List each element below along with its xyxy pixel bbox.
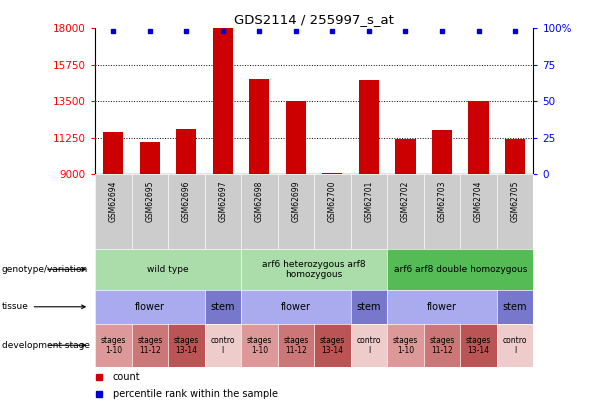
- Text: stages
1-10: stages 1-10: [246, 336, 272, 355]
- Text: stages
11-12: stages 11-12: [137, 336, 162, 355]
- Text: development stage: development stage: [2, 341, 90, 350]
- Text: contro
l: contro l: [503, 336, 527, 355]
- Text: flower: flower: [281, 302, 311, 312]
- Text: GSM62694: GSM62694: [109, 180, 118, 222]
- Text: wild type: wild type: [147, 265, 189, 274]
- Text: tissue: tissue: [2, 302, 85, 311]
- Text: flower: flower: [135, 302, 165, 312]
- Text: GSM62698: GSM62698: [255, 180, 264, 222]
- Text: GSM62696: GSM62696: [182, 180, 191, 222]
- Text: GSM62705: GSM62705: [511, 180, 520, 222]
- Bar: [359, 80, 379, 174]
- Text: stages
1-10: stages 1-10: [393, 336, 418, 355]
- Text: GSM62699: GSM62699: [291, 180, 300, 222]
- Text: stem: stem: [211, 302, 235, 312]
- Text: flower: flower: [427, 302, 457, 312]
- Text: arf6 arf8 double homozygous: arf6 arf8 double homozygous: [394, 265, 527, 274]
- Text: stages
13-14: stages 13-14: [173, 336, 199, 355]
- Text: stages
11-12: stages 11-12: [283, 336, 308, 355]
- Text: GSM62697: GSM62697: [218, 180, 227, 222]
- Text: genotype/variation: genotype/variation: [2, 265, 88, 274]
- Bar: [249, 79, 270, 174]
- Text: count: count: [113, 373, 140, 382]
- Text: stages
13-14: stages 13-14: [320, 336, 345, 355]
- Text: contro
l: contro l: [211, 336, 235, 355]
- Bar: [177, 129, 196, 174]
- Text: GSM62704: GSM62704: [474, 180, 483, 222]
- Text: arf6 heterozygous arf8
homozygous: arf6 heterozygous arf8 homozygous: [262, 260, 366, 279]
- Text: stem: stem: [503, 302, 527, 312]
- Bar: [103, 132, 123, 174]
- Text: GSM62701: GSM62701: [365, 180, 373, 222]
- Text: GSM62703: GSM62703: [438, 180, 446, 222]
- Title: GDS2114 / 255997_s_at: GDS2114 / 255997_s_at: [234, 13, 394, 26]
- Text: stages
1-10: stages 1-10: [101, 336, 126, 355]
- Text: percentile rank within the sample: percentile rank within the sample: [113, 389, 278, 399]
- Bar: [468, 101, 489, 174]
- Bar: [286, 101, 306, 174]
- Bar: [140, 142, 160, 174]
- Text: stem: stem: [357, 302, 381, 312]
- Bar: [322, 173, 343, 174]
- Bar: [213, 28, 233, 174]
- Bar: [432, 130, 452, 174]
- Bar: [505, 139, 525, 174]
- Text: GSM62695: GSM62695: [145, 180, 154, 222]
- Text: GSM62700: GSM62700: [328, 180, 337, 222]
- Text: contro
l: contro l: [357, 336, 381, 355]
- Bar: [395, 139, 416, 174]
- Text: stages
11-12: stages 11-12: [429, 336, 455, 355]
- Text: stages
13-14: stages 13-14: [466, 336, 491, 355]
- Text: GSM62702: GSM62702: [401, 180, 410, 222]
